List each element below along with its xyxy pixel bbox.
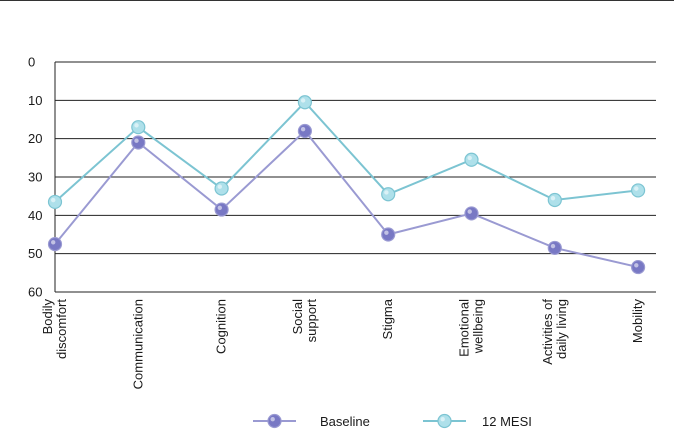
data-point-highlight: [134, 123, 139, 128]
legend-swatch-marker: [267, 413, 282, 429]
data-point: [131, 120, 146, 135]
data-point: [131, 135, 146, 150]
legend-swatch-highlight: [270, 417, 275, 422]
series-0: [47, 123, 646, 275]
data-point: [381, 227, 396, 242]
data-point: [464, 206, 479, 221]
data-point-highlight: [384, 190, 389, 195]
series-1: [47, 95, 646, 210]
series-group: [47, 95, 646, 275]
x-category-label: Bodily: [40, 299, 55, 335]
y-tick-label: 60: [28, 285, 42, 300]
data-point: [297, 123, 312, 139]
data-point-highlight: [634, 263, 639, 268]
data-point-highlight: [550, 196, 556, 201]
x-category-label: discomfort: [54, 299, 69, 359]
legend-label: Baseline: [320, 414, 370, 429]
data-point-highlight: [300, 127, 306, 132]
data-point-highlight: [51, 240, 56, 245]
gridlines: [54, 61, 656, 293]
x-category-label: Mobility: [630, 299, 645, 344]
legend-label: 12 MESI: [482, 414, 532, 429]
y-tick-label: 50: [28, 246, 42, 261]
data-point: [464, 152, 479, 167]
data-point-highlight: [384, 230, 389, 235]
legend-item: 12 MESI: [423, 413, 532, 429]
data-point: [547, 240, 562, 256]
x-category-label: Stigma: [380, 298, 395, 339]
series-line: [54, 100, 639, 203]
x-category-label: daily living: [554, 299, 569, 359]
y-tick-label: 40: [28, 208, 42, 223]
data-point-highlight: [51, 197, 56, 203]
legend-swatch-marker: [437, 413, 452, 429]
y-tick-label: 0: [28, 55, 35, 70]
data-point-highlight: [467, 155, 472, 161]
legend-swatch-highlight: [440, 417, 445, 422]
data-point: [381, 187, 396, 202]
x-axis-labels: Bodily discomfort Communication Cognition So…: [40, 298, 645, 389]
y-tick-label: 30: [28, 170, 42, 185]
x-category-label: Activities of: [540, 299, 555, 365]
data-point-highlight: [550, 243, 556, 249]
data-point: [630, 183, 646, 198]
data-point: [47, 236, 63, 252]
data-point: [547, 192, 562, 208]
data-point-highlight: [217, 184, 222, 189]
x-category-label: wellbeing: [471, 299, 486, 354]
data-point-highlight: [300, 98, 306, 103]
data-point: [297, 95, 312, 110]
data-point: [214, 202, 229, 217]
x-category-label: Cognition: [214, 299, 229, 354]
x-category-label: support: [304, 299, 319, 343]
series-line: [54, 129, 639, 269]
data-point-highlight: [134, 138, 139, 143]
y-tick-label: 20: [28, 131, 42, 146]
data-point-highlight: [217, 205, 222, 210]
data-point-highlight: [467, 209, 472, 214]
legend-item: Baseline: [253, 413, 370, 429]
x-category-label: Social: [290, 299, 305, 335]
legend: Baseline 12 MESI: [253, 413, 532, 429]
x-category-label: Communication: [130, 299, 145, 389]
x-category-label: Emotional: [457, 299, 472, 357]
y-tick-label: 10: [28, 93, 42, 108]
y-axis-ticks: 0 10 20 30 40 50 60: [28, 55, 42, 300]
data-point-highlight: [634, 186, 639, 191]
data-point: [630, 259, 646, 275]
data-point: [214, 181, 229, 196]
data-point: [47, 194, 63, 210]
